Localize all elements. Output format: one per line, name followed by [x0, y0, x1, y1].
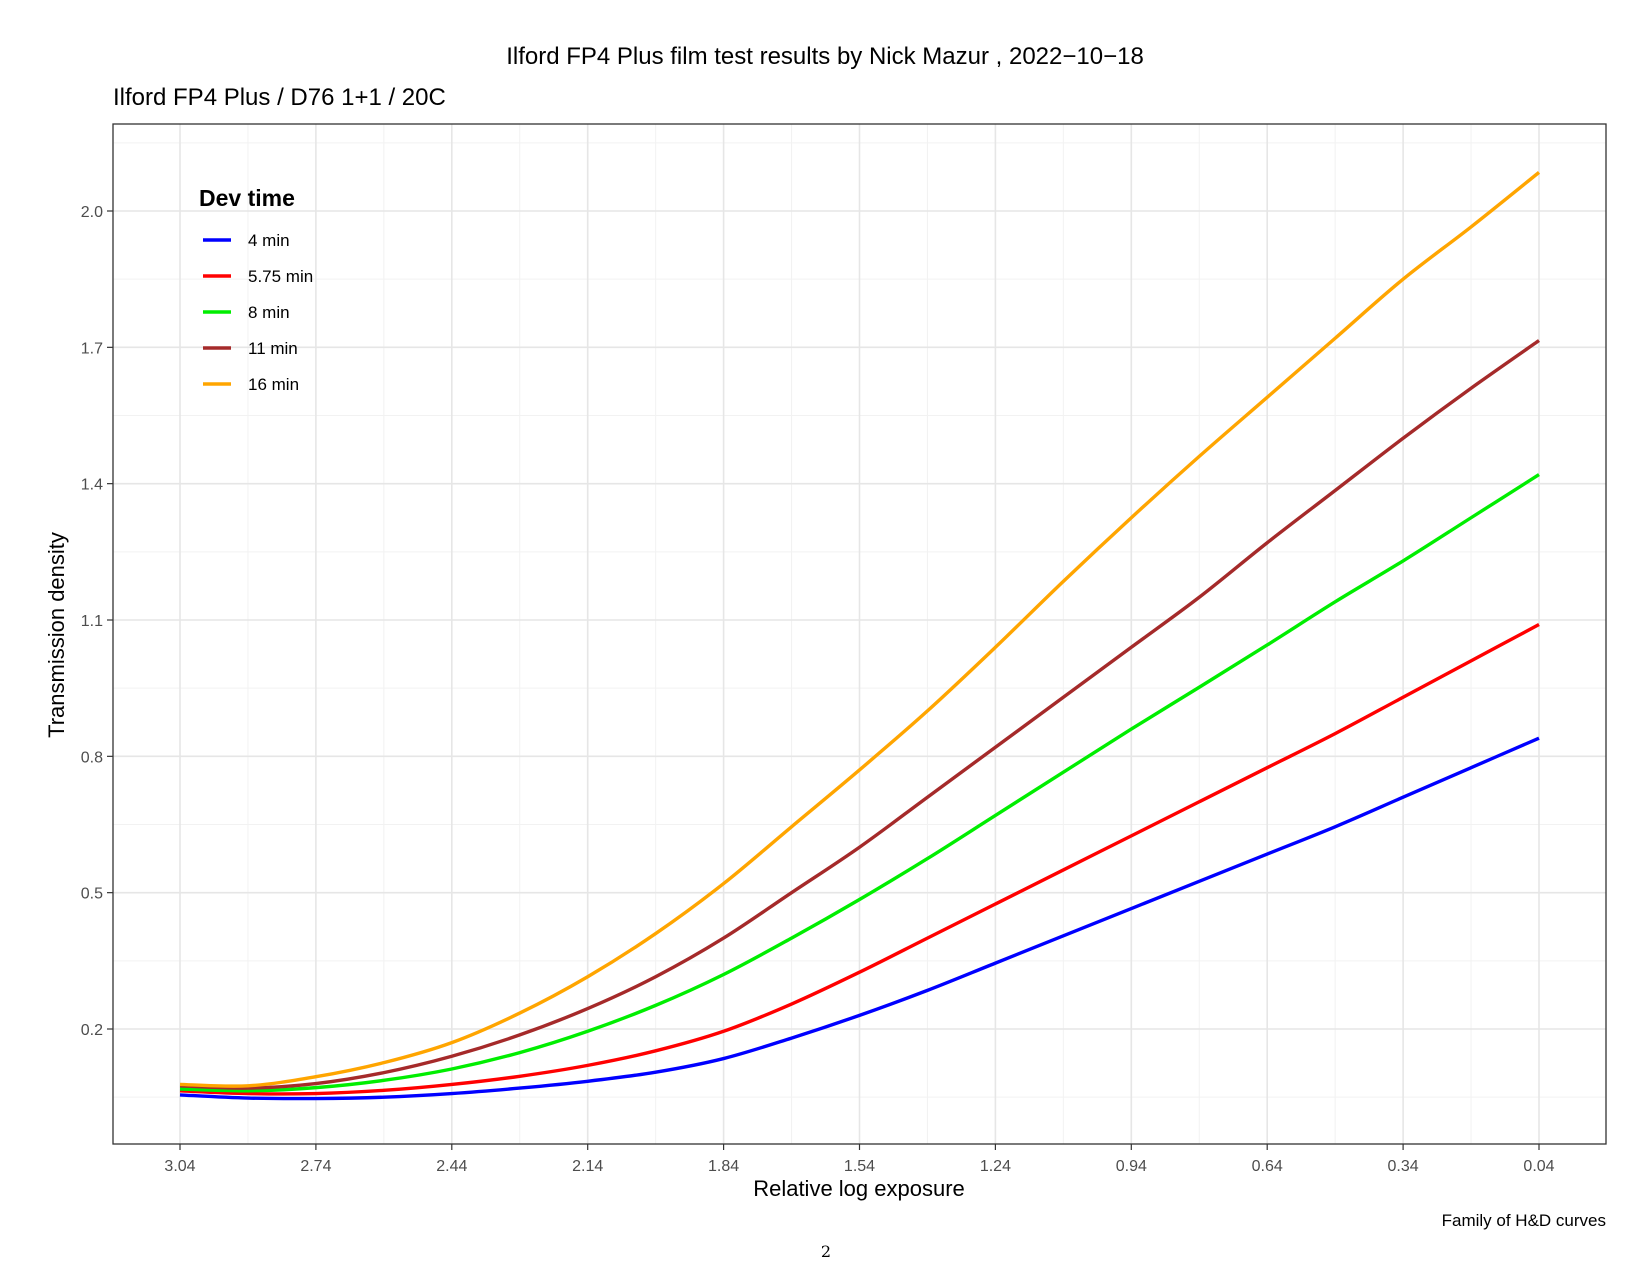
chart-subtitle: Ilford FP4 Plus / D76 1+1 / 20C: [113, 84, 446, 111]
series-line-11-min: [179, 339, 1540, 1090]
y-tick-label: 0.2: [81, 1022, 103, 1039]
series-layer: [179, 171, 1541, 1101]
y-axis: 0.2 0.5 0.8 1.1 1.4 1.7 2.0: [81, 204, 113, 1039]
legend-label: 5.75 min: [248, 267, 313, 286]
legend-label: 11 min: [248, 339, 298, 358]
series-line-4-min: [179, 736, 1540, 1101]
x-tick-label: 2.44: [436, 1158, 467, 1175]
y-tick-label: 0.8: [81, 749, 103, 766]
x-tick-label: 0.64: [1252, 1158, 1283, 1175]
x-tick-label: 3.04: [164, 1158, 195, 1175]
x-tick-label: 0.94: [1116, 1158, 1147, 1175]
x-tick-label: 0.04: [1523, 1158, 1554, 1175]
x-tick-label: 2.74: [300, 1158, 331, 1175]
y-tick-label: 1.7: [81, 340, 103, 357]
page-title: Ilford FP4 Plus film test results by Nic…: [506, 43, 1144, 70]
legend-label: 16 min: [248, 375, 299, 394]
plot-panel: [112, 123, 1607, 1145]
y-tick-label: 1.4: [81, 477, 103, 494]
page-number: 2: [821, 1242, 831, 1261]
series-line-16-min: [179, 171, 1541, 1088]
series-line-5-75-min: [179, 623, 1540, 1096]
y-axis-title: Transmission density: [44, 532, 69, 738]
legend-label: 8 min: [248, 303, 290, 322]
x-tick-label: 2.14: [572, 1158, 603, 1175]
legend-label: 4 min: [248, 231, 290, 250]
grid-major: [113, 124, 1606, 1144]
x-tick-label: 0.34: [1388, 1158, 1419, 1175]
x-tick-label: 1.24: [980, 1158, 1011, 1175]
x-tick-label: 1.54: [844, 1158, 875, 1175]
y-tick-label: 1.1: [81, 613, 103, 630]
series-line-8-min: [179, 473, 1540, 1093]
legend-title: Dev time: [199, 185, 295, 211]
legend: Dev time 4 min 5.75 min 8 min 11 min 16 min: [199, 185, 313, 394]
x-tick-label: 1.84: [708, 1158, 739, 1175]
figure-caption: Family of H&D curves: [1442, 1211, 1606, 1230]
x-axis-title: Relative log exposure: [753, 1176, 965, 1201]
y-tick-label: 2.0: [81, 204, 103, 221]
x-axis: 3.04 2.74 2.44 2.14 1.84 1.54 1.24 0.94 0.64 0.34…: [164, 1144, 1555, 1175]
y-tick-label: 0.5: [81, 886, 103, 903]
